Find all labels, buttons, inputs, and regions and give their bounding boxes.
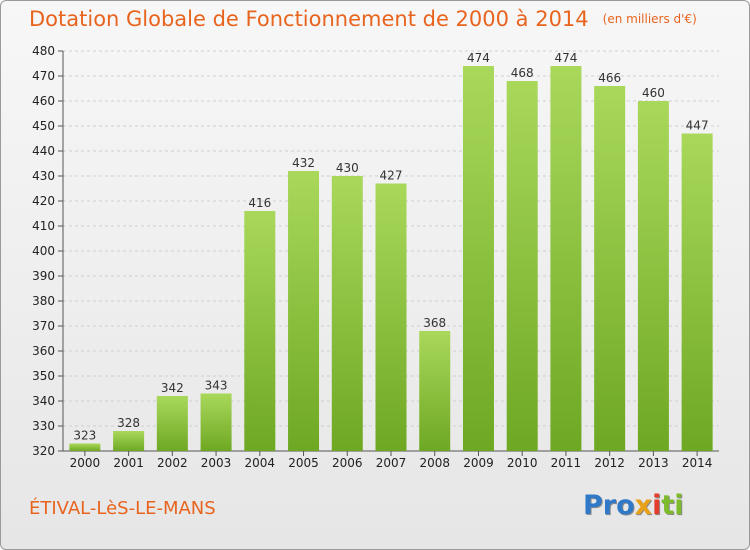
y-tick-label: 410	[32, 219, 55, 233]
bar-2012	[594, 86, 626, 451]
value-label-2009: 474	[467, 51, 490, 65]
bar-2008	[419, 331, 451, 451]
y-tick-label: 440	[32, 144, 55, 158]
bar-2005	[288, 171, 320, 451]
bar-2013	[637, 101, 669, 451]
y-tick-label: 340	[32, 394, 55, 408]
value-label-2002: 342	[161, 381, 184, 395]
value-label-2000: 323	[73, 429, 96, 443]
value-label-2008: 368	[423, 316, 446, 330]
x-tick-label-2011: 2011	[551, 456, 582, 470]
bar-2000	[69, 443, 101, 451]
x-tick-label-2003: 2003	[201, 456, 232, 470]
value-label-2012: 466	[598, 71, 621, 85]
value-label-2014: 447	[686, 119, 709, 133]
bars	[69, 66, 713, 451]
y-tick-label: 320	[32, 444, 55, 458]
logo-part-2: x	[634, 490, 653, 521]
bar-2014	[681, 133, 713, 451]
proxiti-logo: Proxiti	[583, 490, 684, 521]
y-tick-label: 380	[32, 294, 55, 308]
x-tick-label-2006: 2006	[332, 456, 363, 470]
bar-2009	[462, 66, 494, 451]
x-tick-label-2009: 2009	[463, 456, 494, 470]
value-label-2005: 432	[292, 156, 315, 170]
x-tick-label-2012: 2012	[594, 456, 625, 470]
commune-name: ÉTIVAL-LèS-LE-MANS	[29, 498, 216, 519]
bar-2007	[375, 183, 407, 451]
bar-2002	[156, 396, 188, 451]
chart-unit: (en milliers d'€)	[602, 12, 697, 26]
y-tick-label: 400	[32, 244, 55, 258]
y-tick-label: 360	[32, 344, 55, 358]
x-tick-label-2008: 2008	[419, 456, 450, 470]
y-tick-label: 390	[32, 269, 55, 283]
chart-title-text: Dotation Globale de Fonctionnement de 20…	[29, 7, 589, 31]
bar-2003	[200, 393, 232, 451]
logo-part-3: i	[652, 490, 662, 521]
axes: 320 330 340 350 360 370 380 390 400 410 420 430 440 4…	[32, 44, 719, 458]
y-tick-label: 420	[32, 194, 55, 208]
value-label-2001: 328	[117, 416, 140, 430]
x-tick-label-2005: 2005	[288, 456, 319, 470]
x-tick-label-2010: 2010	[507, 456, 538, 470]
x-tick-label-2002: 2002	[157, 456, 188, 470]
bar-2001	[113, 431, 145, 451]
y-tick-label: 370	[32, 319, 55, 333]
value-label-2004: 416	[248, 196, 271, 210]
value-label-2011: 474	[554, 51, 577, 65]
logo-part-4: ti	[661, 490, 684, 521]
x-tick-label-2013: 2013	[638, 456, 669, 470]
x-tick-label-2014: 2014	[682, 456, 713, 470]
x-tick-label-2007: 2007	[376, 456, 407, 470]
bar-2010	[506, 81, 538, 451]
y-tick-label: 430	[32, 169, 55, 183]
value-label-2006: 430	[336, 161, 359, 175]
x-tick-label-2001: 2001	[113, 456, 144, 470]
value-label-2007: 427	[380, 169, 403, 183]
value-label-2010: 468	[511, 66, 534, 80]
bar-2004	[244, 211, 276, 451]
y-tick-label: 450	[32, 119, 55, 133]
y-tick-label: 460	[32, 94, 55, 108]
x-tick-label-2004: 2004	[245, 456, 276, 470]
y-tick-label: 350	[32, 369, 55, 383]
labels: 2000 323 2001 328 2002 342 2003 343 2004 416 2005 4…	[70, 51, 713, 470]
x-tick-label-2000: 2000	[70, 456, 101, 470]
y-tick-label: 470	[32, 69, 55, 83]
chart-title: Dotation Globale de Fonctionnement de 20…	[29, 7, 697, 31]
value-label-2013: 460	[642, 86, 665, 100]
logo-part-1: Pro	[583, 490, 635, 521]
bar-2011	[550, 66, 582, 451]
y-tick-label: 480	[32, 44, 55, 58]
y-tick-label: 330	[32, 419, 55, 433]
value-label-2003: 343	[205, 379, 228, 393]
bar-2006	[331, 176, 363, 451]
